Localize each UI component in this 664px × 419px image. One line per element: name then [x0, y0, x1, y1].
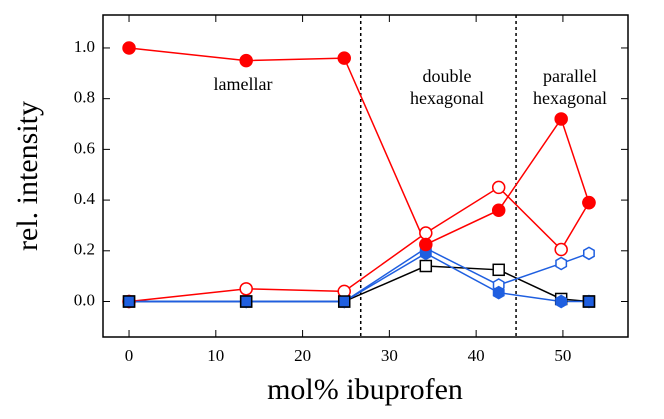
y-axis-label: rel. intensity: [11, 101, 44, 251]
point: [122, 41, 136, 55]
point: [582, 295, 596, 308]
x-tick-label: 50: [554, 346, 571, 365]
point: [419, 226, 433, 240]
point: [491, 203, 506, 217]
label-bg: [524, 68, 616, 88]
point: [492, 263, 505, 277]
y-tick-label: 0.6: [74, 138, 95, 157]
y-tick-label: 0.0: [74, 290, 95, 309]
annotation: double: [423, 66, 472, 86]
label-bg: [524, 90, 616, 110]
point: [239, 53, 253, 68]
point: [492, 285, 505, 300]
x-tick-label: 0: [125, 346, 134, 365]
point: [583, 246, 595, 261]
y-tick-label: 0.4: [74, 189, 96, 208]
point: [419, 259, 433, 273]
point: [555, 256, 568, 271]
annotation: parallel: [543, 66, 597, 86]
series-line: [128, 47, 590, 246]
series-line: [128, 186, 590, 303]
y-tick-label: 0.2: [74, 240, 95, 259]
point: [555, 294, 568, 309]
point: [337, 51, 351, 65]
point: [554, 112, 568, 126]
x-axis-label: mol% ibuprofen: [267, 373, 463, 406]
point: [337, 295, 351, 308]
point: [582, 195, 596, 210]
point: [239, 295, 253, 308]
point: [491, 180, 506, 195]
x-tick-label: 30: [381, 346, 398, 365]
y-tick-label: 0.8: [74, 88, 95, 107]
x-tick-label: 40: [468, 346, 485, 365]
point: [122, 295, 136, 308]
point: [554, 242, 568, 257]
annotation: lamellar: [214, 74, 273, 94]
y-tick-label: 1.0: [74, 37, 95, 56]
x-tick-label: 10: [207, 346, 224, 365]
point: [239, 282, 253, 296]
point: [419, 237, 433, 252]
annotation: hexagonal: [533, 88, 607, 108]
x-tick-label: 20: [294, 346, 311, 365]
annotation: hexagonal: [410, 88, 484, 108]
plot-frame: [102, 14, 629, 338]
